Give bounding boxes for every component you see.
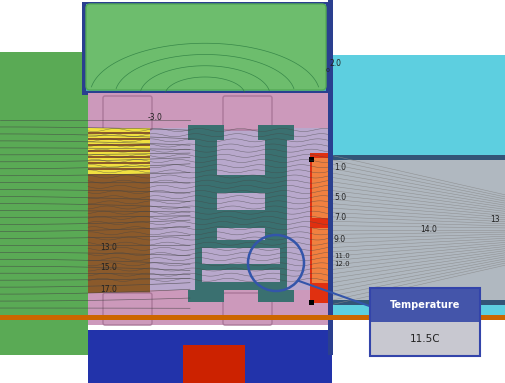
Bar [310, 153, 329, 303]
Bar [88, 93, 331, 128]
Bar [183, 345, 244, 383]
Bar [258, 290, 293, 302]
Bar [88, 128, 149, 132]
FancyBboxPatch shape [103, 293, 152, 325]
Text: 15.0: 15.0 [100, 264, 117, 272]
Bar [194, 175, 286, 193]
Bar [369, 288, 479, 356]
Bar [0, 52, 88, 355]
Text: Temperature: Temperature [389, 300, 459, 310]
Bar [331, 160, 505, 300]
Text: 5.0: 5.0 [333, 193, 345, 203]
Bar [194, 240, 286, 290]
Bar [312, 158, 327, 218]
Text: 17.0: 17.0 [100, 285, 117, 295]
Text: 2.0: 2.0 [329, 59, 341, 69]
Bar [329, 55, 505, 163]
Text: 7.0: 7.0 [333, 213, 345, 223]
Bar [201, 248, 279, 264]
Bar [88, 290, 331, 325]
Bar [327, 0, 332, 355]
Text: 11.5C: 11.5C [409, 334, 439, 344]
Bar [312, 228, 327, 283]
Bar [309, 157, 314, 162]
FancyBboxPatch shape [86, 4, 325, 90]
Bar [88, 152, 149, 156]
Bar [369, 288, 479, 322]
Text: 0: 0 [326, 67, 329, 72]
Bar [194, 210, 286, 228]
Bar [258, 125, 293, 140]
Bar [265, 130, 286, 300]
Bar [88, 134, 149, 138]
Bar [329, 155, 505, 160]
Bar [188, 290, 224, 302]
Bar [82, 2, 329, 95]
Bar [88, 95, 331, 323]
FancyBboxPatch shape [223, 293, 272, 325]
Text: 11.0: 11.0 [333, 253, 349, 259]
Bar [201, 270, 279, 282]
Bar [369, 322, 479, 356]
Bar [88, 170, 149, 174]
Text: -3.0: -3.0 [147, 113, 163, 121]
Bar [194, 130, 217, 300]
Bar [88, 158, 149, 162]
Text: 1.0: 1.0 [333, 164, 345, 172]
Bar [86, 4, 325, 91]
Text: 13.0: 13.0 [100, 244, 117, 252]
Bar [88, 330, 331, 383]
Bar [309, 300, 314, 305]
Bar [88, 146, 149, 150]
Text: 9.0: 9.0 [333, 236, 345, 244]
Bar [329, 210, 505, 320]
Bar [88, 128, 149, 293]
Bar [0, 315, 505, 320]
Bar [88, 164, 149, 168]
Bar [188, 125, 224, 140]
Bar [329, 160, 505, 212]
Bar [88, 140, 149, 144]
FancyBboxPatch shape [223, 96, 272, 130]
Bar [329, 300, 505, 305]
Text: 14.0: 14.0 [419, 226, 436, 234]
Text: 12.0: 12.0 [333, 261, 349, 267]
FancyBboxPatch shape [103, 96, 152, 130]
Text: 13: 13 [489, 216, 498, 224]
